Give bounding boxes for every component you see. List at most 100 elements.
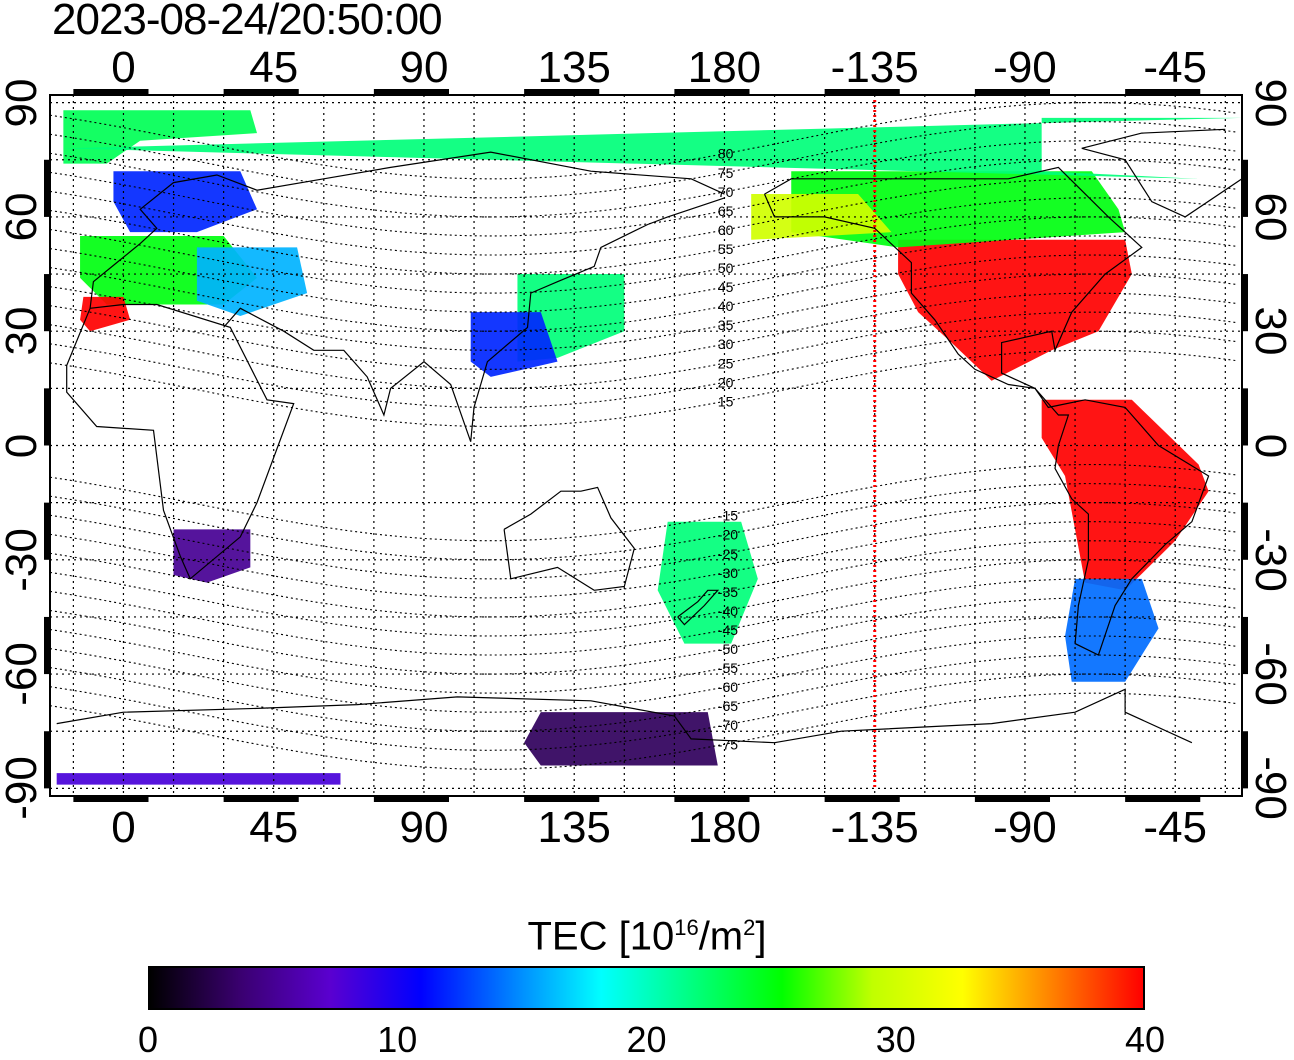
magnetic-latitude-label: -35 (718, 584, 738, 600)
magnetic-latitude-label: 80 (718, 146, 734, 162)
magnetic-latitude-contour (50, 216, 1236, 294)
border-segment (73, 796, 149, 802)
x-axis-tick-top: -45 (1143, 43, 1208, 92)
magnetic-latitude-labels: 80 75 70 65 60 55 50 45 40 35 30 25 20 15 -15 -20 -25 -30… (718, 146, 738, 753)
border-segment (974, 796, 1051, 802)
border-segment (674, 89, 750, 95)
magnetic-latitude-contour (50, 654, 1236, 732)
colorbar-tick-label: 0 (137, 1019, 159, 1060)
border-segment (1242, 502, 1248, 560)
magnetic-latitude-label: 65 (718, 203, 734, 219)
tec-region-south-africa (173, 529, 251, 583)
y-axis-tick-right: 30 (1246, 306, 1294, 356)
tec-region-greenland (63, 117, 1242, 179)
x-axis-tick-top: 135 (537, 43, 611, 92)
magnetic-latitude-contour (50, 559, 1236, 637)
border-segment (44, 274, 50, 332)
x-axis-tick-bottom: -90 (993, 803, 1057, 852)
magnetic-latitude-label: 45 (718, 279, 734, 295)
magnetic-latitude-contour (50, 616, 1236, 694)
coastline (677, 589, 720, 626)
border-segment (44, 502, 50, 560)
magnetic-latitude-label: 25 (718, 355, 734, 371)
magnetic-latitude-contour (50, 502, 1236, 580)
border-segment (1242, 731, 1248, 789)
magnetic-latitude-label: 35 (718, 317, 734, 333)
x-axis-tick-top: 0 (111, 43, 136, 92)
magnetic-latitude-label: 50 (718, 260, 734, 276)
y-axis-tick-left: -60 (0, 642, 46, 706)
border-segment (1242, 388, 1248, 446)
coastline (223, 197, 725, 442)
magnetic-latitude-label: -50 (718, 641, 738, 657)
border-segment (1242, 616, 1248, 675)
border-segment (974, 89, 1051, 95)
y-axis-tick-right: -30 (1246, 527, 1294, 592)
magnetic-latitude-contour (50, 292, 1236, 370)
y-axis-tick-left: -90 (0, 756, 46, 821)
magnetic-latitude-label: -15 (718, 508, 738, 524)
magnetic-latitude-label: 40 (718, 298, 734, 314)
magnetic-latitude-label: -60 (718, 679, 738, 695)
border-segment (223, 796, 299, 802)
tec-region-scandinavia (113, 171, 258, 233)
magnetic-latitude-label: 20 (718, 374, 734, 390)
colorbar-tick-label: 20 (626, 1019, 667, 1060)
magnetic-latitude-label: -30 (718, 565, 738, 581)
x-axis-tick-top: 180 (687, 43, 762, 92)
x-axis-tick-bottom: 0 (111, 803, 136, 852)
y-axis-tick-left: 90 (0, 78, 46, 128)
magnetic-latitude-contour (50, 673, 1236, 751)
magnetic-latitude-label: -40 (718, 603, 738, 619)
tec-region-eastern-europe (196, 247, 308, 316)
border-segment (824, 89, 900, 95)
y-axis-tick-left: -30 (0, 527, 46, 592)
magnetic-latitude-label: -65 (718, 698, 738, 714)
border-segment (44, 159, 50, 217)
magnetic-latitude-label: -75 (718, 736, 738, 752)
magnetic-latitude-label: 15 (718, 393, 734, 409)
coastline (1081, 128, 1242, 218)
magnetic-latitude-label: 70 (718, 184, 734, 200)
magnetic-latitude-label: -20 (718, 527, 738, 543)
y-axis-tick-left: 60 (0, 192, 46, 242)
tec-region-arctic-europe (63, 110, 258, 164)
border-segment (44, 616, 50, 675)
x-axis-tick-top: -135 (830, 43, 919, 92)
x-axis-tick-bottom: -45 (1143, 803, 1208, 852)
y-axis-tick-left: 30 (0, 306, 46, 356)
magnetic-latitude-contour (50, 578, 1236, 656)
border-segment (373, 796, 450, 802)
magnetic-latitude-contour (50, 178, 1236, 256)
grid-layer (50, 95, 1242, 796)
x-axis-tick-bottom: 135 (537, 803, 611, 852)
colorbar-tick-label: 10 (377, 1019, 418, 1060)
tec-region-south-pole-belt (56, 773, 341, 785)
border-segment (524, 796, 600, 802)
magnetic-latitude-contour (50, 197, 1236, 275)
magnetic-latitude-contour (50, 159, 1236, 237)
magnetic-latitude-contour (50, 140, 1236, 218)
magnetic-latitude-contour (50, 121, 1236, 199)
magnetic-latitude-contour (50, 330, 1236, 408)
coastline (66, 303, 295, 580)
axis-ticks-layer (44, 89, 1248, 802)
border-segment (373, 89, 450, 95)
magnetic-latitude-label: -55 (718, 660, 738, 676)
y-axis-tick-left: 0 (0, 433, 46, 458)
coastline (56, 688, 1193, 744)
border-segment (73, 89, 149, 95)
magnetic-latitude-label: 30 (718, 336, 734, 352)
coastline (89, 151, 725, 309)
y-axis-tick-right: 90 (1246, 78, 1294, 128)
magnetic-latitude-contour (50, 597, 1236, 675)
border-segment (44, 731, 50, 789)
y-axis-tick-right: 0 (1246, 433, 1294, 458)
magnetic-latitude-contour (50, 483, 1236, 561)
border-segment (824, 796, 900, 802)
border-segment (674, 796, 750, 802)
border-segment (44, 388, 50, 446)
magnetic-latitude-label: 55 (718, 241, 734, 257)
colorbar (148, 966, 1145, 1010)
border-segment (1125, 796, 1201, 802)
